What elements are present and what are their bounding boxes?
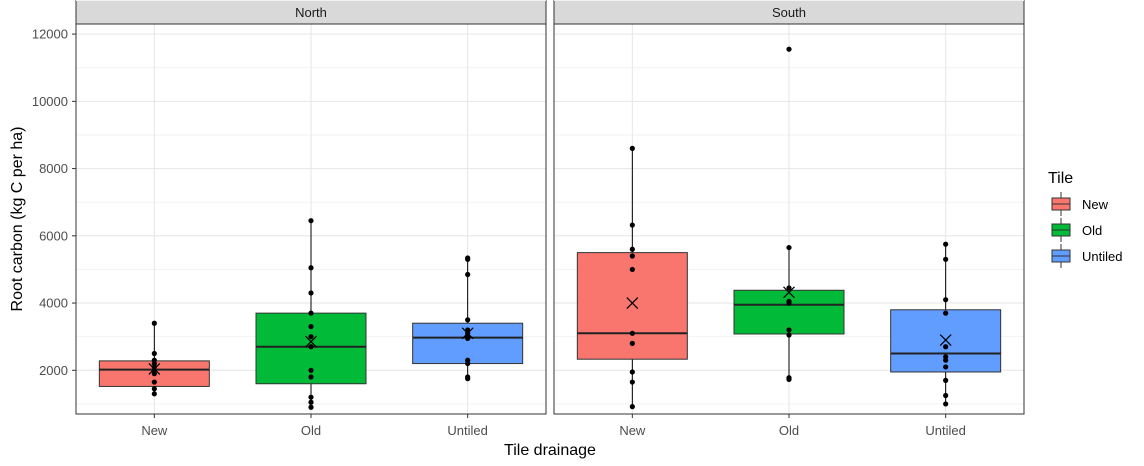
box-new [576, 145, 688, 410]
mean-marker [939, 334, 952, 346]
data-point [151, 391, 157, 397]
data-point [308, 323, 314, 330]
x-tick-label: Old [779, 423, 799, 438]
data-point [308, 394, 314, 400]
panel-north-strip [75, 0, 547, 25]
data-point [943, 377, 949, 383]
y-tick-label: 2000 [39, 363, 68, 378]
data-point [629, 253, 635, 259]
legend-label: New [1082, 197, 1109, 212]
x-axis: New Old Untiled New Old Untiled [141, 414, 966, 438]
data-point [943, 310, 949, 316]
data-point [308, 344, 314, 350]
data-point [308, 290, 314, 296]
box-old [255, 218, 367, 410]
data-point [629, 340, 635, 346]
panel-south-strip-label: South [772, 5, 806, 20]
legend: Tile New Old Untiled [1048, 170, 1122, 268]
data-point [151, 379, 157, 385]
x-tick-label: Untiled [447, 423, 487, 438]
data-point [943, 344, 949, 350]
y-axis: 2000 4000 6000 8000 10000 12000 [32, 27, 76, 378]
panel-north: North [75, 0, 547, 415]
panel-north-strip-label: North [295, 5, 327, 20]
y-tick-label: 4000 [39, 296, 68, 311]
data-point [151, 357, 157, 363]
data-point [308, 367, 314, 373]
data-point [786, 332, 792, 338]
data-point [629, 379, 635, 385]
box-untiled [890, 241, 1002, 407]
data-point [943, 401, 949, 407]
data-point [786, 244, 792, 251]
data-point [465, 271, 471, 278]
x-tick-label: Old [301, 423, 321, 438]
data-point [629, 330, 635, 336]
data-point [629, 246, 635, 252]
y-tick-label: 10000 [32, 94, 68, 109]
data-point [308, 404, 314, 410]
data-point [308, 374, 314, 380]
mean-marker [626, 297, 639, 309]
box-new [98, 320, 210, 397]
data-point [629, 266, 635, 273]
y-axis-title: Root carbon (kg C per ha) [9, 127, 26, 312]
legend-label: Old [1082, 223, 1102, 238]
x-tick-label: New [619, 423, 646, 438]
data-point [151, 320, 157, 326]
data-point [943, 354, 949, 360]
data-point [786, 285, 792, 291]
mean-marker [148, 363, 161, 375]
data-point [308, 334, 314, 340]
legend-item-untiled: Untiled [1051, 244, 1122, 268]
data-point [465, 255, 471, 261]
data-point [786, 327, 792, 333]
panel-south-boxes [576, 46, 1002, 410]
data-point [308, 265, 314, 271]
data-point [465, 357, 471, 363]
data-point [786, 46, 792, 52]
data-point [308, 310, 314, 316]
data-point [629, 222, 635, 228]
panel-south-strip [553, 0, 1025, 25]
panel-south: South [553, 0, 1025, 415]
data-point [151, 350, 157, 357]
data-point [943, 392, 949, 399]
mean-marker [305, 335, 317, 348]
data-point [786, 298, 792, 304]
data-point [943, 364, 949, 370]
box-old [733, 46, 845, 382]
data-point [629, 369, 635, 375]
mean-marker [461, 327, 474, 340]
data-point [786, 375, 792, 381]
data-point [151, 386, 157, 392]
data-point [943, 256, 949, 262]
y-tick-label: 8000 [39, 161, 68, 176]
data-point [629, 145, 635, 151]
legend-items: New Old Untiled [1051, 192, 1122, 268]
data-point [943, 297, 949, 303]
data-point [308, 218, 314, 224]
data-point [465, 317, 471, 323]
box-untiled [412, 255, 524, 382]
legend-item-old: Old [1051, 218, 1102, 242]
x-axis-title: Tile drainage [504, 442, 596, 459]
legend-item-new: New [1051, 192, 1109, 216]
data-point [629, 404, 635, 410]
panel-north-boxes [98, 218, 524, 410]
data-point [943, 241, 949, 247]
data-point [465, 374, 471, 380]
legend-title: Tile [1048, 170, 1073, 187]
mean-marker [783, 286, 795, 299]
x-tick-label: Untiled [925, 423, 965, 438]
data-point [308, 399, 314, 405]
y-tick-label: 12000 [32, 27, 68, 42]
legend-label: Untiled [1082, 249, 1122, 264]
x-tick-label: New [141, 423, 168, 438]
y-tick-label: 6000 [39, 228, 68, 243]
